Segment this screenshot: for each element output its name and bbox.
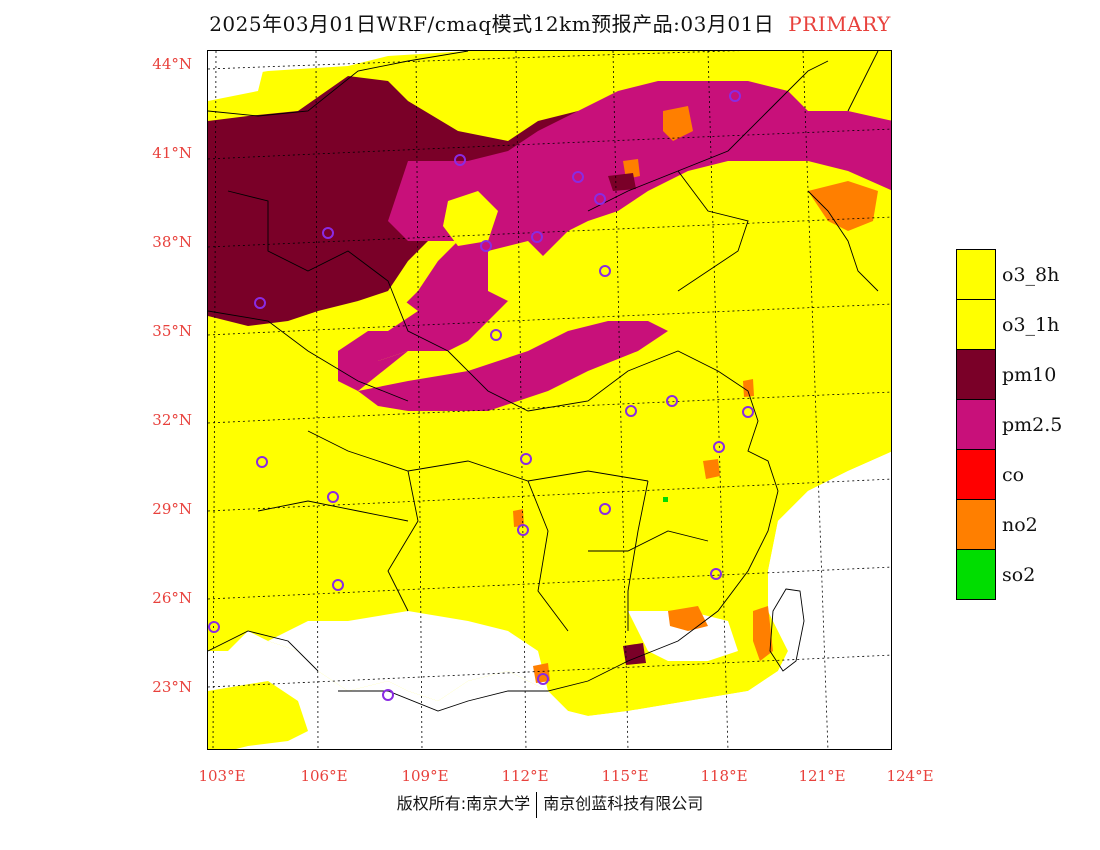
lon-label-118: 118°E xyxy=(700,767,748,785)
forecast-map xyxy=(207,50,892,750)
copyright-left: 版权所有:南京大学 xyxy=(396,794,531,813)
sea-region xyxy=(548,451,891,749)
lon-label-112: 112°E xyxy=(501,767,549,785)
lon-label-124: 124°E xyxy=(886,767,934,785)
lat-label-23: 23°N xyxy=(152,678,192,696)
legend-swatch-pm10 xyxy=(957,350,995,400)
no2-spot-ne xyxy=(808,181,878,231)
lat-label-29: 29°N xyxy=(152,500,192,518)
pm25-region xyxy=(338,81,891,371)
legend-swatch-o3-1h xyxy=(957,300,995,350)
legend-swatch-no2 xyxy=(957,500,995,550)
lon-label-121: 121°E xyxy=(798,767,846,785)
legend-label-no2: no2 xyxy=(1002,514,1038,536)
lon-label-109: 109°E xyxy=(401,767,449,785)
lat-label-32: 32°N xyxy=(152,411,192,429)
lat-label-41: 41°N xyxy=(152,144,192,162)
legend xyxy=(956,249,996,600)
legend-label-pm10: pm10 xyxy=(1002,364,1057,386)
lat-label-35: 35°N xyxy=(152,322,192,340)
legend-swatch-co xyxy=(957,450,995,500)
copyright-right: 南京创蓝科技有限公司 xyxy=(543,794,704,813)
lon-label-106: 106°E xyxy=(300,767,348,785)
legend-swatch-pm25 xyxy=(957,400,995,450)
copyright-divider xyxy=(536,791,538,818)
lat-label-26: 26°N xyxy=(152,589,192,607)
map-canvas xyxy=(208,51,891,749)
legend-swatch-o3-8h xyxy=(957,250,995,300)
legend-label-so2: so2 xyxy=(1002,564,1036,586)
lat-label-44: 44°N xyxy=(152,55,192,73)
legend-label-co: co xyxy=(1002,464,1025,486)
lon-label-103: 103°E xyxy=(198,767,246,785)
legend-label-pm25: pm2.5 xyxy=(1002,414,1063,436)
primary-tag: PRIMARY xyxy=(788,12,891,36)
map-title: 2025年03月01日WRF/cmaq模式12km预报产品:03月01日 PRIM… xyxy=(0,8,1100,37)
legend-swatch-so2 xyxy=(957,550,995,599)
lat-label-38: 38°N xyxy=(152,233,192,251)
south-blank xyxy=(268,611,548,701)
legend-label-o3-8h: o3_8h xyxy=(1002,264,1060,286)
legend-label-o3-1h: o3_1h xyxy=(1002,314,1060,336)
boundaries xyxy=(208,51,879,712)
copyright: 版权所有:南京大学 南京创蓝科技有限公司 xyxy=(0,790,1100,818)
title-text: 2025年03月01日WRF/cmaq模式12km预报产品:03月01日 xyxy=(209,12,775,36)
lon-label-115: 115°E xyxy=(601,767,649,785)
station-markers xyxy=(208,90,754,701)
